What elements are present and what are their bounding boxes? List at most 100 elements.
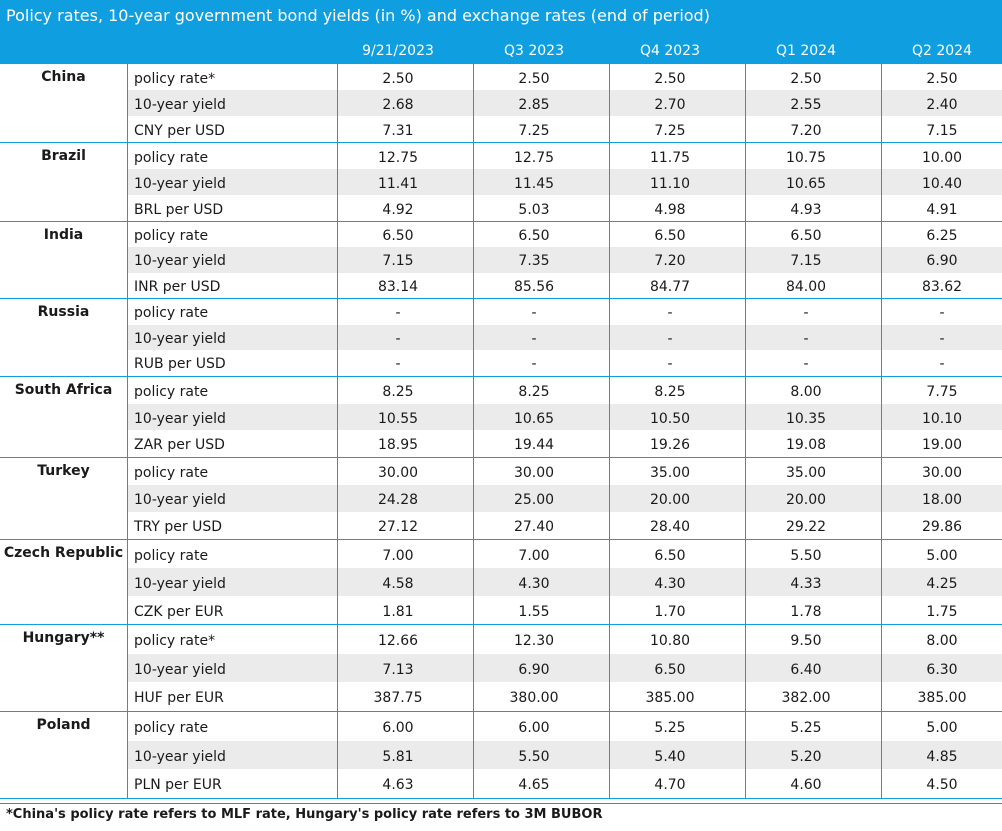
- value-cell: 5.50: [790, 548, 822, 564]
- column-divider: [337, 169, 338, 195]
- column-divider: [881, 195, 882, 221]
- table-row: 10-year yield 24.28 25.00 20.00 20.00 18.00: [128, 485, 1002, 512]
- country-label: Hungary**: [22, 630, 105, 646]
- column-divider: [609, 222, 610, 248]
- table-row: 10-year yield 10.55 10.65 10.50 10.35 10.10: [128, 403, 1002, 431]
- value-cell: 2.50: [382, 71, 414, 87]
- value-cell: 4.63: [382, 777, 414, 794]
- column-divider: [745, 64, 746, 90]
- metric-label: BRL per USD: [134, 202, 224, 218]
- table-row: 10-year yield 2.68 2.85 2.70 2.55 2.40: [128, 90, 1002, 116]
- column-divider: [881, 247, 882, 273]
- column-divider: [881, 769, 882, 798]
- column-divider: [881, 64, 882, 90]
- value-cell: 7.00: [382, 548, 414, 564]
- column-divider: [745, 568, 746, 596]
- metric-label: 10-year yield: [134, 661, 226, 678]
- column-divider: [337, 769, 338, 798]
- value-cell: 25.00: [513, 492, 555, 508]
- column-divider: [881, 169, 882, 195]
- value-cell: 18.00: [921, 492, 963, 508]
- value-cell: 387.75: [373, 690, 423, 707]
- value-cell: 7.00: [518, 548, 550, 564]
- value-cell: 10.80: [649, 633, 691, 649]
- column-divider: [473, 64, 474, 90]
- column-divider: [473, 324, 474, 351]
- value-cell: 12.66: [377, 633, 419, 649]
- value-cell: 5.20: [790, 748, 822, 765]
- column-divider: [881, 299, 882, 325]
- metric-label: policy rate*: [134, 633, 216, 649]
- metric-label: PLN per EUR: [134, 777, 222, 794]
- value-cell: 19.26: [649, 437, 691, 454]
- value-cell: -: [531, 356, 537, 373]
- column-divider: [473, 458, 474, 485]
- value-cell: 83.62: [921, 278, 963, 295]
- value-cell: 5.00: [926, 720, 958, 736]
- table-row: policy rate 6.50 6.50 6.50 6.50 6.25: [128, 222, 1002, 248]
- value-cell: 84.77: [649, 278, 691, 295]
- country-group: Hungary** policy rate* 12.66 12.30 10.80 9.50…: [0, 625, 1002, 712]
- value-cell: -: [803, 305, 809, 321]
- column-header: Q4 2023: [639, 43, 700, 59]
- column-divider: [337, 350, 338, 376]
- value-cell: 4.50: [926, 777, 958, 794]
- value-cell: 29.22: [785, 519, 827, 535]
- country-group: Czech Republic policy rate 7.00 7.00 6.50 5.5…: [0, 540, 1002, 625]
- value-cell: 8.25: [518, 384, 550, 400]
- value-cell: 4.60: [790, 777, 822, 794]
- column-divider: [473, 272, 474, 298]
- column-divider: [609, 458, 610, 485]
- value-cell: 10.75: [785, 150, 827, 166]
- value-cell: 24.28: [377, 492, 419, 508]
- column-divider: [745, 247, 746, 273]
- column-divider: [337, 272, 338, 298]
- column-divider: [745, 540, 746, 568]
- column-divider: [127, 540, 128, 624]
- metric-label: policy rate: [134, 228, 209, 244]
- value-cell: 6.50: [654, 228, 686, 244]
- column-header: Q1 2024: [775, 43, 836, 59]
- value-cell: 6.50: [654, 661, 686, 678]
- value-cell: 7.35: [518, 253, 550, 270]
- value-cell: 5.25: [654, 720, 686, 736]
- column-divider: [609, 169, 610, 195]
- column-divider: [337, 247, 338, 273]
- column-divider: [609, 272, 610, 298]
- value-cell: 1.75: [926, 604, 958, 620]
- column-divider: [745, 169, 746, 195]
- column-divider: [745, 350, 746, 376]
- country-group: China policy rate* 2.50 2.50 2.50 2.50 2.50 10-…: [0, 64, 1002, 143]
- metric-label: CNY per USD: [134, 123, 225, 139]
- metric-label: policy rate: [134, 465, 209, 481]
- country-label: China: [41, 69, 86, 85]
- metric-label: 10-year yield: [134, 748, 226, 765]
- value-cell: 19.44: [513, 437, 555, 454]
- table-row: 10-year yield 7.13 6.90 6.50 6.40 6.30: [128, 653, 1002, 683]
- column-divider: [473, 247, 474, 273]
- column-divider: [745, 512, 746, 539]
- column-divider: [337, 682, 338, 711]
- column-divider: [745, 740, 746, 770]
- column-divider: [881, 653, 882, 683]
- value-cell: 6.25: [926, 228, 958, 244]
- value-cell: 11.10: [649, 176, 691, 192]
- value-cell: -: [803, 356, 809, 373]
- value-cell: 385.00: [917, 690, 967, 707]
- column-divider: [337, 458, 338, 485]
- table-row: 10-year yield - - - - -: [128, 324, 1002, 351]
- column-divider: [609, 90, 610, 116]
- column-divider: [609, 540, 610, 568]
- column-divider: [473, 169, 474, 195]
- column-divider: [609, 653, 610, 683]
- value-cell: 12.30: [513, 633, 555, 649]
- country-label: India: [43, 227, 84, 243]
- value-cell: 19.08: [785, 437, 827, 454]
- table-row: 10-year yield 5.81 5.50 5.40 5.20 4.85: [128, 740, 1002, 770]
- column-divider: [881, 90, 882, 116]
- column-divider: [337, 64, 338, 90]
- column-divider: [745, 90, 746, 116]
- country-group: Russia policy rate - - - - - 10-year yield - - - - -…: [0, 299, 1002, 377]
- column-divider: [473, 769, 474, 798]
- column-divider: [745, 682, 746, 711]
